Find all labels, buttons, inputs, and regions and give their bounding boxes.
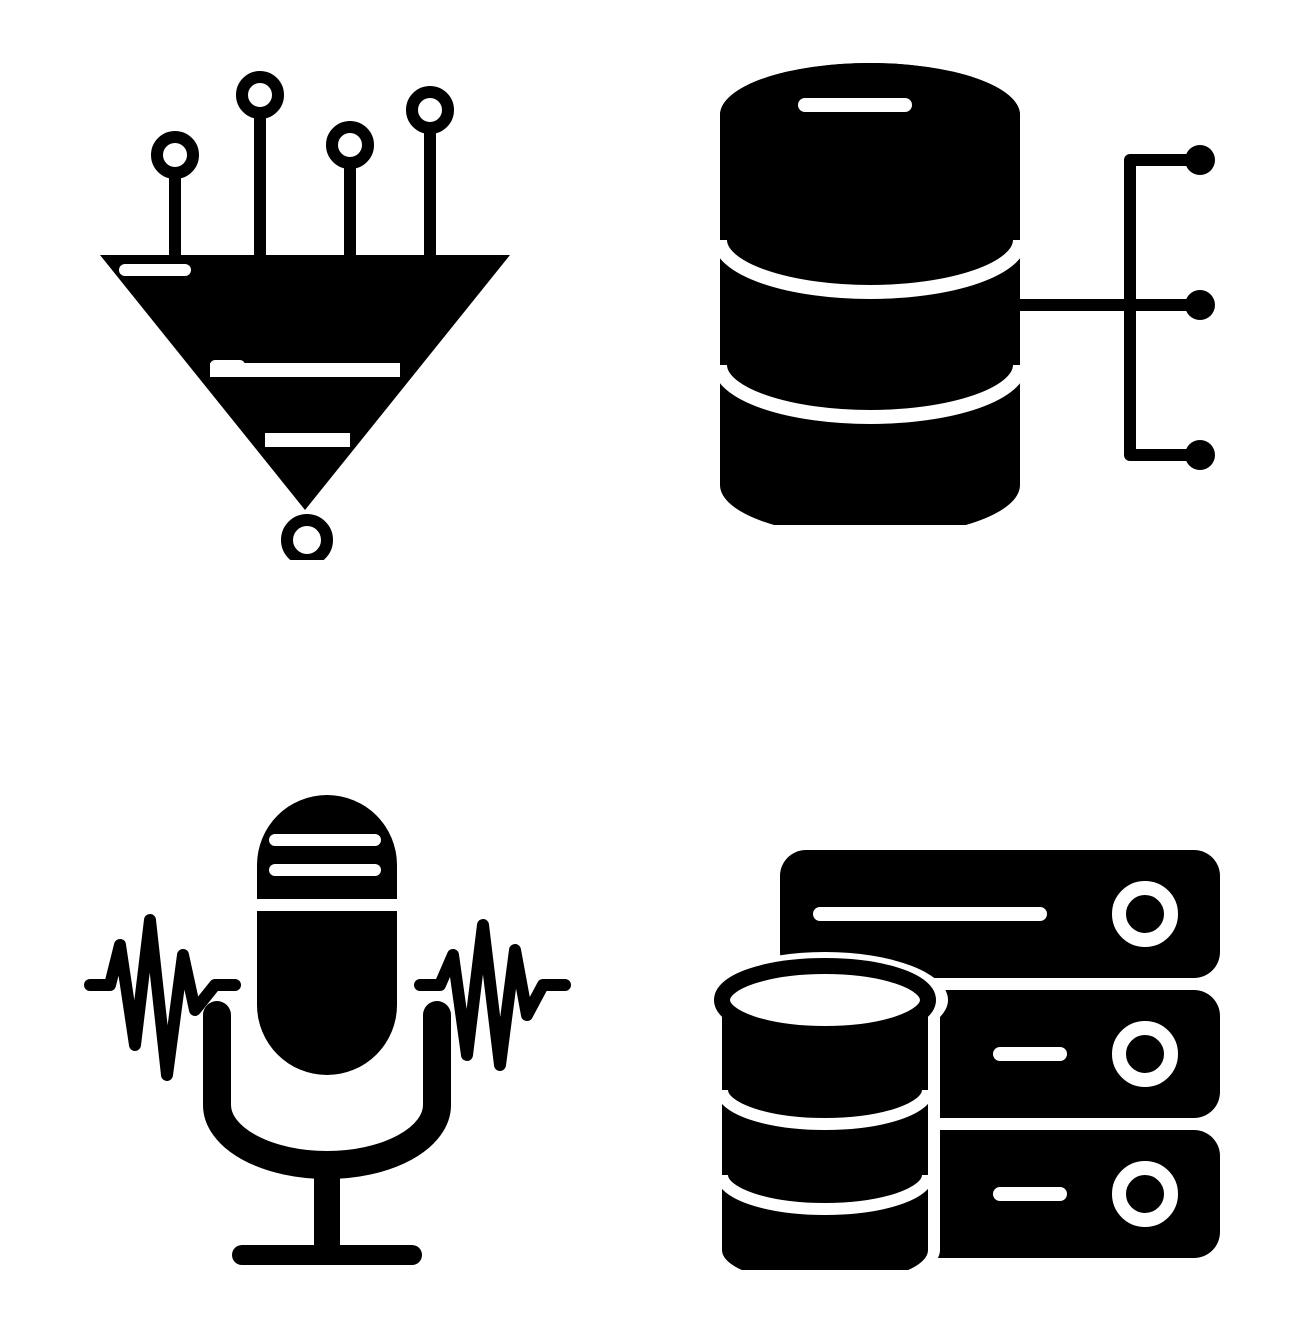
database-hierarchy-icon <box>700 55 1230 525</box>
server-database-icon <box>690 830 1240 1270</box>
icon-grid <box>0 0 1300 1318</box>
data-filter-funnel-icon <box>70 40 550 560</box>
voice-microphone-icon <box>75 755 575 1275</box>
